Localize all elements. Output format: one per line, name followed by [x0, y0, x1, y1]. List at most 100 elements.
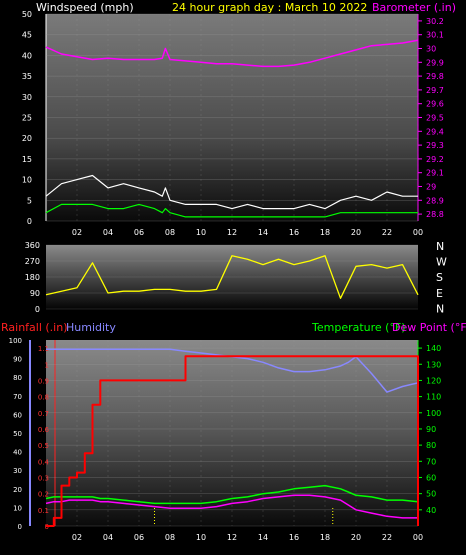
wind-tick-label: 45 — [22, 31, 32, 40]
temperature-tick-label: 120 — [426, 376, 441, 385]
barometer-tick-label: 29.2 — [426, 155, 444, 164]
temperature-tick-label: 100 — [426, 409, 441, 418]
compass-label: E — [436, 287, 443, 300]
rain-tick-label: 0.3 — [38, 474, 49, 482]
barometer-tick-label: 29.1 — [426, 169, 444, 178]
time-tick-label: 22 — [382, 228, 392, 237]
barometer-tick-label: 29.3 — [426, 141, 444, 150]
time-tick-label: 12 — [227, 533, 237, 542]
rain-tick-label: 0.1 — [38, 507, 49, 515]
time-tick-label: 18 — [320, 533, 330, 542]
time-tick-label: 08 — [165, 533, 175, 542]
wind-tick-label: 30 — [22, 93, 32, 102]
time-tick-label: 02 — [72, 533, 82, 542]
time-tick-label: 04 — [103, 228, 113, 237]
temperature-tick-label: 50 — [426, 490, 436, 499]
direction-tick-label: 180 — [25, 273, 40, 282]
temperature-tick-label: 90 — [426, 425, 436, 434]
wind-tick-label: 35 — [22, 72, 32, 81]
barometer-tick-label: 29 — [426, 183, 436, 192]
barometer-tick-label: 29.5 — [426, 114, 444, 123]
time-tick-label: 00 — [413, 228, 423, 237]
temperature-tick-label: 40 — [426, 506, 436, 515]
time-tick-label: 16 — [289, 228, 299, 237]
time-tick-label: 04 — [103, 533, 113, 542]
wind-direction-series — [45, 255, 419, 299]
barometer-tick-label: 29.8 — [426, 72, 444, 81]
direction-tick-label: 90 — [30, 289, 40, 298]
compass-label: W — [436, 256, 447, 269]
wind-tick-label: 20 — [22, 134, 32, 143]
wind-tick-label: 25 — [22, 114, 32, 123]
temperature-series — [45, 484, 419, 505]
rain-tick-label: 0.2 — [38, 491, 49, 499]
time-tick-label: 16 — [289, 533, 299, 542]
barometer-tick-label: 29.4 — [426, 127, 444, 136]
humidity-tick-label: 70 — [13, 393, 22, 401]
graph-title: 24 hour graph day : March 10 2022 — [172, 1, 367, 14]
temperature-tick-label: 110 — [426, 393, 441, 402]
barometer-tick-label: 30.2 — [426, 17, 444, 26]
barometer-axis-label: Barometer (.in) — [372, 1, 456, 14]
temperature-tick-label: 80 — [426, 441, 436, 450]
wind-tick-label: 50 — [22, 10, 32, 19]
humidity-tick-label: 100 — [9, 337, 22, 345]
wind-axis-label: Windspeed (mph) — [36, 1, 134, 14]
humidity-tick-label: 90 — [13, 356, 22, 364]
wind-tick-label: 40 — [22, 51, 32, 60]
humidity-tick-label: 30 — [13, 467, 22, 475]
compass-label: N — [436, 240, 444, 253]
wind-tick-label: 10 — [22, 176, 32, 185]
time-tick-label: 00 — [413, 533, 423, 542]
humidity-tick-label: 10 — [13, 504, 22, 512]
barometer-tick-label: 30.1 — [426, 31, 444, 40]
time-tick-label: 10 — [196, 533, 206, 542]
humidity-tick-label: 60 — [13, 411, 22, 419]
rainfall-series — [46, 355, 419, 527]
rainfall-axis-label: Rainfall (.in) — [1, 321, 68, 334]
wind-tick-label: 5 — [27, 196, 32, 205]
humidity-tick-label: 40 — [13, 449, 22, 457]
barometer-series — [45, 39, 419, 68]
humidity-tick-label: 80 — [13, 374, 22, 382]
temperature-axis-label: Temperature (°F) — [311, 321, 406, 334]
direction-tick-label: 0 — [35, 305, 40, 314]
dewpoint-series — [45, 494, 418, 519]
time-tick-label: 10 — [196, 228, 206, 237]
time-tick-label: 06 — [134, 228, 144, 237]
time-tick-label: 14 — [258, 533, 268, 542]
humidity-tick-label: 20 — [13, 486, 22, 494]
barometer-tick-label: 30 — [426, 45, 436, 54]
humidity-tick-label: 0 — [18, 523, 22, 531]
barometer-tick-label: 29.7 — [426, 86, 444, 95]
direction-tick-label: 270 — [25, 257, 40, 266]
barometer-tick-label: 28.9 — [426, 196, 444, 205]
humidity-axis-label: Humidity — [66, 321, 116, 334]
time-tick-label: 22 — [382, 533, 392, 542]
rain-tick-label: 0.6 — [38, 426, 50, 434]
temperature-tick-label: 130 — [426, 360, 441, 369]
wind-tick-label: 15 — [22, 155, 32, 164]
temperature-tick-label: 70 — [426, 457, 436, 466]
wind-gust-series — [45, 174, 418, 210]
wind-tick-label: 0 — [27, 217, 32, 226]
dewpoint-axis-label: Dew Point (°F) — [392, 321, 466, 334]
humidity-series — [46, 348, 419, 393]
temperature-tick-label: 140 — [426, 344, 441, 353]
rain-tick-label: 0.4 — [38, 458, 50, 466]
time-tick-label: 20 — [351, 533, 361, 542]
time-tick-label: 08 — [165, 228, 175, 237]
direction-tick-label: 360 — [25, 241, 40, 250]
rain-tick-label: 1.1 — [38, 345, 49, 353]
time-tick-label: 06 — [134, 533, 144, 542]
barometer-tick-label: 28.8 — [426, 210, 444, 219]
chart-marks: 0 5 10 15 20 25 30 35 40 45 50 28.8 28.9 29 29.1 29.2 29… — [9, 10, 447, 542]
time-tick-label: 20 — [351, 228, 361, 237]
humidity-tick-label: 50 — [13, 430, 22, 438]
compass-label: S — [436, 271, 443, 284]
rain-tick-label: 0.7 — [38, 410, 49, 418]
barometer-tick-label: 29.9 — [426, 58, 444, 67]
rain-tick-label: 0.9 — [38, 377, 49, 385]
